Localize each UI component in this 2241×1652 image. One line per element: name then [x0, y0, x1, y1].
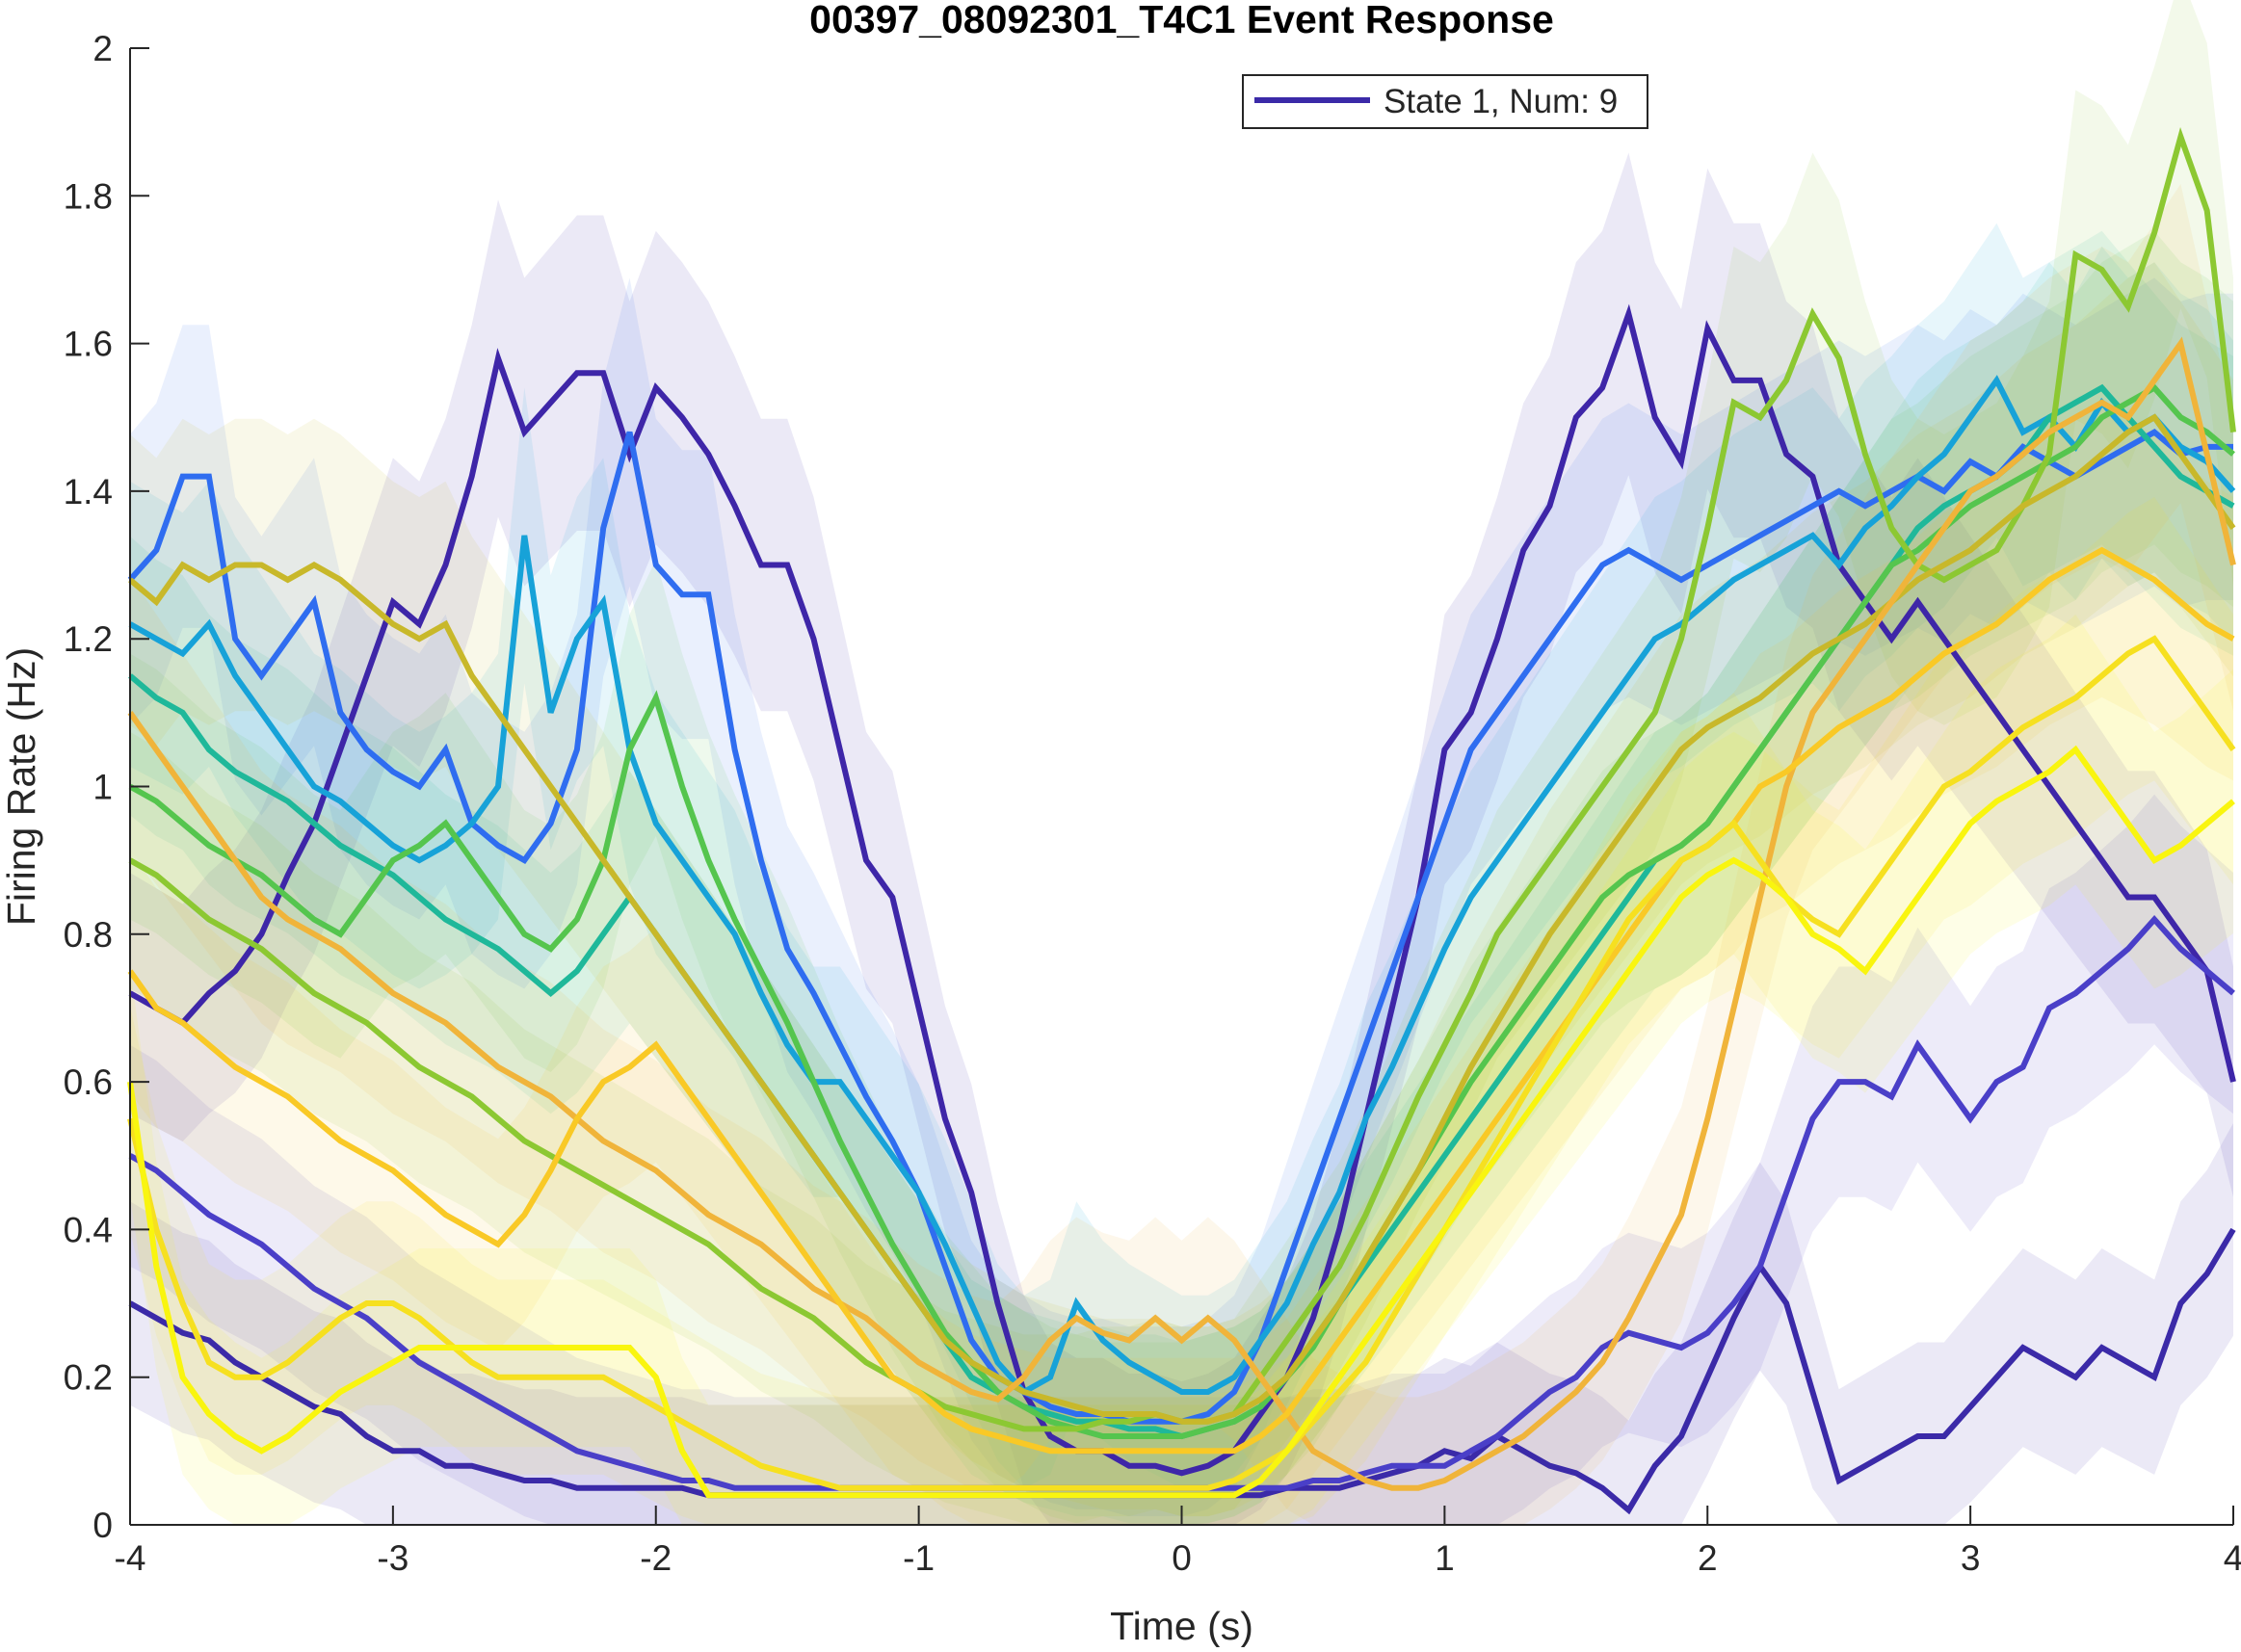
- x-axis-label: Time (s): [1110, 1604, 1253, 1647]
- y-tick-label: 0.4: [64, 1210, 113, 1249]
- x-tick-label: -4: [115, 1538, 146, 1578]
- series-line-1: [128, 303, 2236, 1477]
- series-lines-layer: [127, 127, 2236, 1515]
- error-band-6: [130, 230, 2233, 1525]
- x-tick-label: -1: [903, 1538, 935, 1578]
- error-band-11: [130, 403, 2233, 1525]
- error-band-12: [130, 497, 2233, 1525]
- plot-background: [130, 48, 2233, 1525]
- error-band-10: [130, 184, 2233, 1525]
- y-tick-label: 2: [92, 29, 113, 68]
- chart-title: 00397_08092301_T4C1 Event Response: [809, 0, 1554, 41]
- error-band-3: [130, 794, 2233, 1525]
- series-line-5: [128, 375, 2236, 1396]
- x-tick-label: 2: [1698, 1538, 1718, 1578]
- y-tick-label: 1.8: [64, 176, 113, 216]
- series-line-7: [128, 383, 2235, 1439]
- y-tick-label: 1: [92, 768, 113, 807]
- x-tick-label: 0: [1172, 1538, 1192, 1578]
- legend-label: State 1, Num: 9: [1384, 83, 1618, 120]
- axes-layer: -4 -3 -2 -1 0 1 2 3 4 0 0.2 0.4 0.6 0.8 1 1.2 1.4 1.6 1.8…: [64, 29, 2241, 1578]
- error-band-8: [130, 0, 2233, 1524]
- error-band-1: [130, 152, 2233, 1525]
- x-tick-label: 3: [1961, 1538, 1981, 1578]
- plot-area: [127, 0, 2236, 1525]
- y-axis-ticks: 0 0.2 0.4 0.6 0.8 1 1.2 1.4 1.6 1.8 2: [64, 29, 149, 1545]
- series-line-10: [127, 336, 2236, 1491]
- y-tick-label: 0: [92, 1506, 113, 1545]
- x-tick-label: -3: [377, 1538, 409, 1578]
- y-tick-label: 1.2: [64, 619, 113, 659]
- error-band-9: [130, 262, 2233, 1517]
- x-axis-ticks: -4 -3 -2 -1 0 1 2 3 4: [115, 1506, 2241, 1578]
- error-band-7: [130, 230, 2233, 1525]
- series-line-13: [127, 745, 2235, 1499]
- y-tick-label: 1.4: [64, 472, 113, 511]
- series-line-12: [127, 635, 2236, 1491]
- y-axis-label: Firing Rate (Hz): [0, 647, 43, 926]
- error-band-2: [130, 1123, 2233, 1525]
- y-tick-label: 1.6: [64, 325, 113, 364]
- x-tick-label: 4: [2224, 1538, 2241, 1578]
- legend: State 1, Num: 9: [1242, 74, 1648, 129]
- y-tick-label: 0.6: [64, 1062, 113, 1102]
- y-tick-label: 0.8: [64, 915, 113, 955]
- y-tick-label: 0.2: [64, 1358, 113, 1398]
- error-band-4: [130, 277, 2233, 1517]
- x-tick-label: 1: [1435, 1538, 1455, 1578]
- x-tick-label: -2: [640, 1538, 672, 1578]
- series-line-11: [127, 546, 2235, 1455]
